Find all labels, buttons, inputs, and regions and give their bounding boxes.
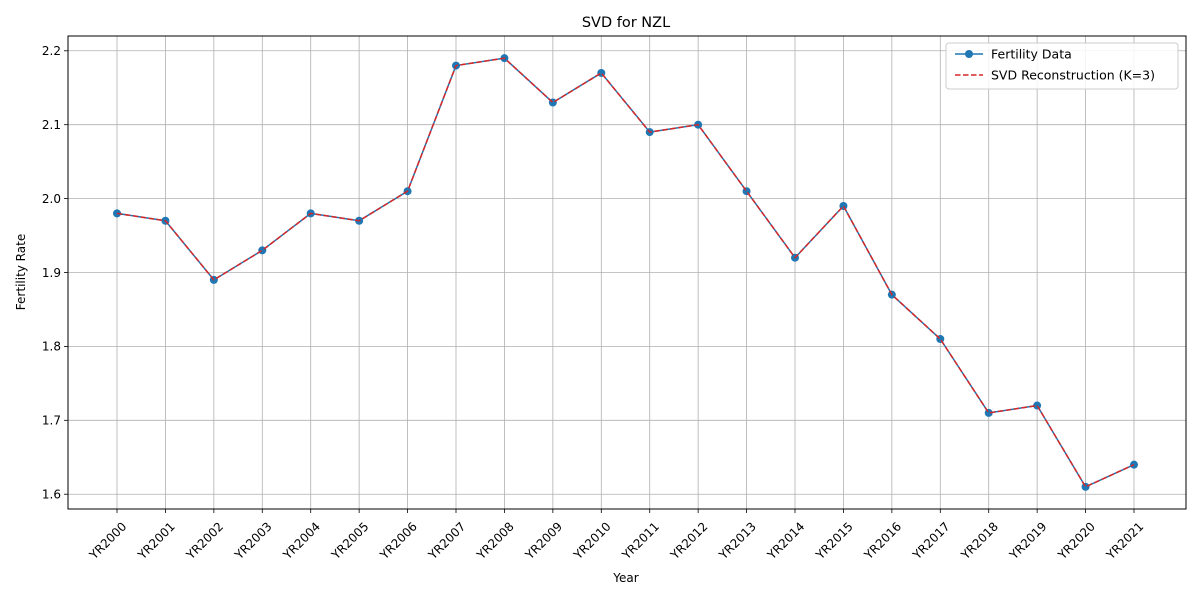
y-tick-label: 2.1 xyxy=(42,118,61,132)
series-line-svd-reconstruction xyxy=(116,57,1135,488)
legend: Fertility Data SVD Reconstruction (K=3) xyxy=(945,42,1179,90)
chart-title: SVD for NZL xyxy=(582,15,670,31)
y-axis-label: Fertility Rate xyxy=(14,234,28,310)
data-point-fertility xyxy=(1130,460,1138,469)
legend-label-fertility-data: Fertility Data xyxy=(991,47,1072,62)
y-tick-label: 1.7 xyxy=(42,414,61,428)
y-tick-label: 2.2 xyxy=(42,44,61,58)
x-axis-label: Year xyxy=(612,571,638,585)
y-tick-label: 1.8 xyxy=(42,340,61,354)
legend-box xyxy=(945,42,1179,90)
y-tick-label: 1.9 xyxy=(42,266,61,280)
legend-marker-fertility-data xyxy=(965,50,973,58)
legend-label-svd-reconstruction: SVD Reconstruction (K=3) xyxy=(991,68,1155,83)
y-tick-label: 2.0 xyxy=(42,192,61,206)
data-point-fertility xyxy=(113,209,121,218)
data-point-fertility xyxy=(1081,482,1090,491)
series-layer xyxy=(113,54,1138,491)
y-tick-label: 1.6 xyxy=(42,488,61,502)
y-axis-ticks: 1.6 1.7 1.8 1.9 2.0 2.1 2.2 xyxy=(42,44,68,502)
